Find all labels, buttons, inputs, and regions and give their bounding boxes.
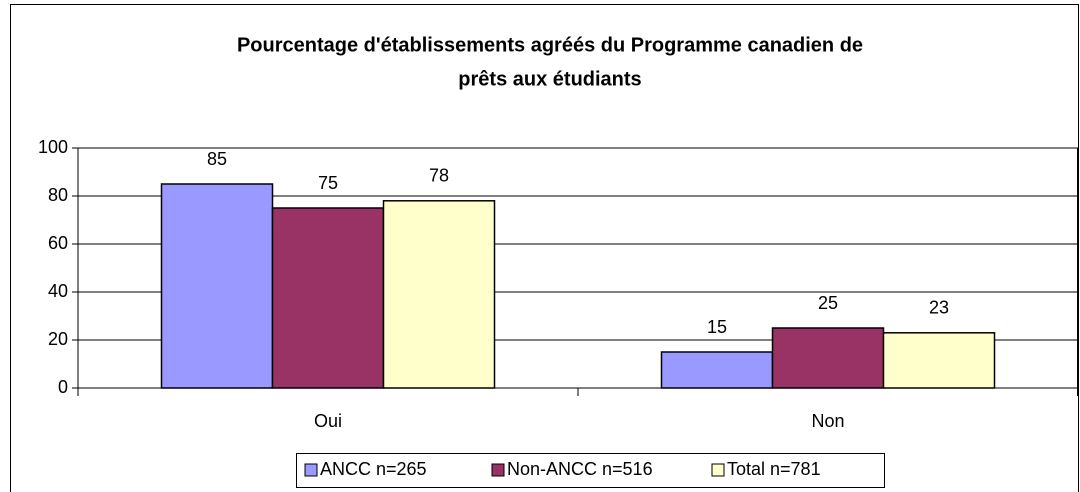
y-tick-label: 20 <box>48 329 68 349</box>
bar <box>382 200 496 389</box>
x-tick-label: Non <box>811 411 844 431</box>
y-tick-label: 40 <box>48 281 68 301</box>
chart-title: prêts aux étudiants <box>458 68 641 90</box>
legend-label: Total n=781 <box>727 459 821 479</box>
data-label: 25 <box>818 293 838 313</box>
data-label: 23 <box>929 298 949 318</box>
x-tick-label: Oui <box>314 411 342 431</box>
chart-title: Pourcentage d'établissements agréés du P… <box>237 34 863 56</box>
legend-swatch <box>491 463 505 477</box>
y-tick-label: 80 <box>48 185 68 205</box>
data-label: 78 <box>429 166 449 186</box>
bar <box>160 183 274 389</box>
y-tick-label: 100 <box>38 137 68 157</box>
bar <box>882 332 996 389</box>
legend-swatch <box>711 463 725 477</box>
bar <box>271 207 385 389</box>
data-label: 85 <box>207 149 227 169</box>
y-tick-label: 60 <box>48 233 68 253</box>
legend-swatch <box>304 463 318 477</box>
bar <box>771 327 885 389</box>
legend-label: ANCC n=265 <box>320 459 427 479</box>
legend-label: Non-ANCC n=516 <box>507 459 653 479</box>
bar <box>660 351 774 389</box>
y-tick-label: 0 <box>58 377 68 397</box>
data-label: 15 <box>707 317 727 337</box>
legend-box <box>296 453 885 488</box>
data-label: 75 <box>318 173 338 193</box>
